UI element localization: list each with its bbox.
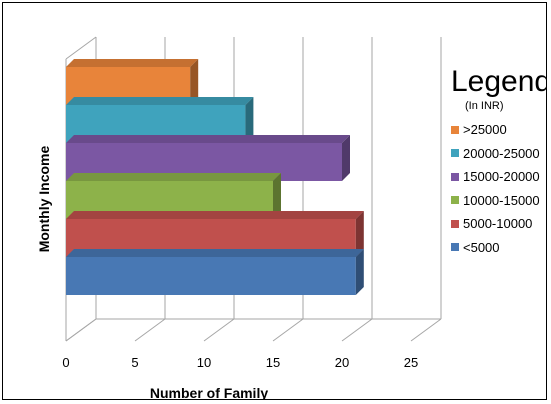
legend-title: Legend xyxy=(451,65,547,98)
x-tick-label: 20 xyxy=(335,355,349,370)
legend-label: 20000-25000 xyxy=(463,145,540,161)
bar-side xyxy=(245,97,254,143)
floor-gridline xyxy=(134,318,166,342)
legend-label: 5000-10000 xyxy=(463,216,533,232)
floor-gridline xyxy=(341,318,373,342)
bar-side xyxy=(355,211,364,257)
legend-swatch xyxy=(451,172,459,181)
legend-item: <5000 xyxy=(451,236,546,260)
bar-front xyxy=(66,257,356,295)
legend-subtitle: (In INR) xyxy=(465,100,504,112)
legend: Legend (In INR) >25000 20000-25000 15000-2… xyxy=(451,65,547,260)
legend-items: >25000 20000-25000 15000-20000 10000-15000 5… xyxy=(451,118,546,260)
bar-side xyxy=(342,135,350,181)
floor-gridline xyxy=(65,318,97,342)
top-left-edge xyxy=(65,36,97,60)
legend-item: >25000 xyxy=(451,118,546,142)
floor-gridline xyxy=(410,318,442,342)
bar-side xyxy=(355,249,364,295)
x-tick-label: 5 xyxy=(131,355,138,370)
x-tick-label: 15 xyxy=(266,355,280,370)
bar-top xyxy=(66,59,199,67)
chart-frame: 0 5 10 15 20 25 Number of Family Monthly Income… xyxy=(2,2,547,400)
bar-top xyxy=(66,97,254,105)
legend-item: 15000-20000 xyxy=(451,165,546,189)
bar-top xyxy=(66,135,350,143)
bar-side xyxy=(190,59,199,105)
floor-gridline xyxy=(272,318,304,342)
floor-gridline xyxy=(203,318,235,342)
legend-item: 5000-10000 xyxy=(451,212,546,236)
bar xyxy=(66,249,364,295)
legend-label: 15000-20000 xyxy=(463,169,540,185)
bar-chart: 0 5 10 15 20 25 Number of Family Monthly Income xyxy=(36,36,442,400)
bar-side xyxy=(273,173,281,219)
bar-top xyxy=(66,173,281,181)
legend-swatch xyxy=(451,149,459,158)
x-axis-title: Number of Family xyxy=(150,385,268,400)
legend-label: 10000-15000 xyxy=(463,192,540,208)
bar-top xyxy=(66,211,364,219)
x-tick-label: 10 xyxy=(197,355,211,370)
legend-item: 10000-15000 xyxy=(451,189,546,213)
legend-swatch xyxy=(451,219,459,228)
legend-label: >25000 xyxy=(463,122,507,138)
legend-swatch xyxy=(451,196,459,205)
legend-swatch xyxy=(451,243,459,252)
x-tick-label: 0 xyxy=(62,355,69,370)
legend-label: <5000 xyxy=(463,239,500,255)
legend-swatch xyxy=(451,125,459,134)
bar-top xyxy=(66,249,364,257)
legend-item: 20000-25000 xyxy=(451,142,546,166)
x-tick-label: 25 xyxy=(404,355,418,370)
y-axis-title: Monthly Income xyxy=(36,146,52,253)
